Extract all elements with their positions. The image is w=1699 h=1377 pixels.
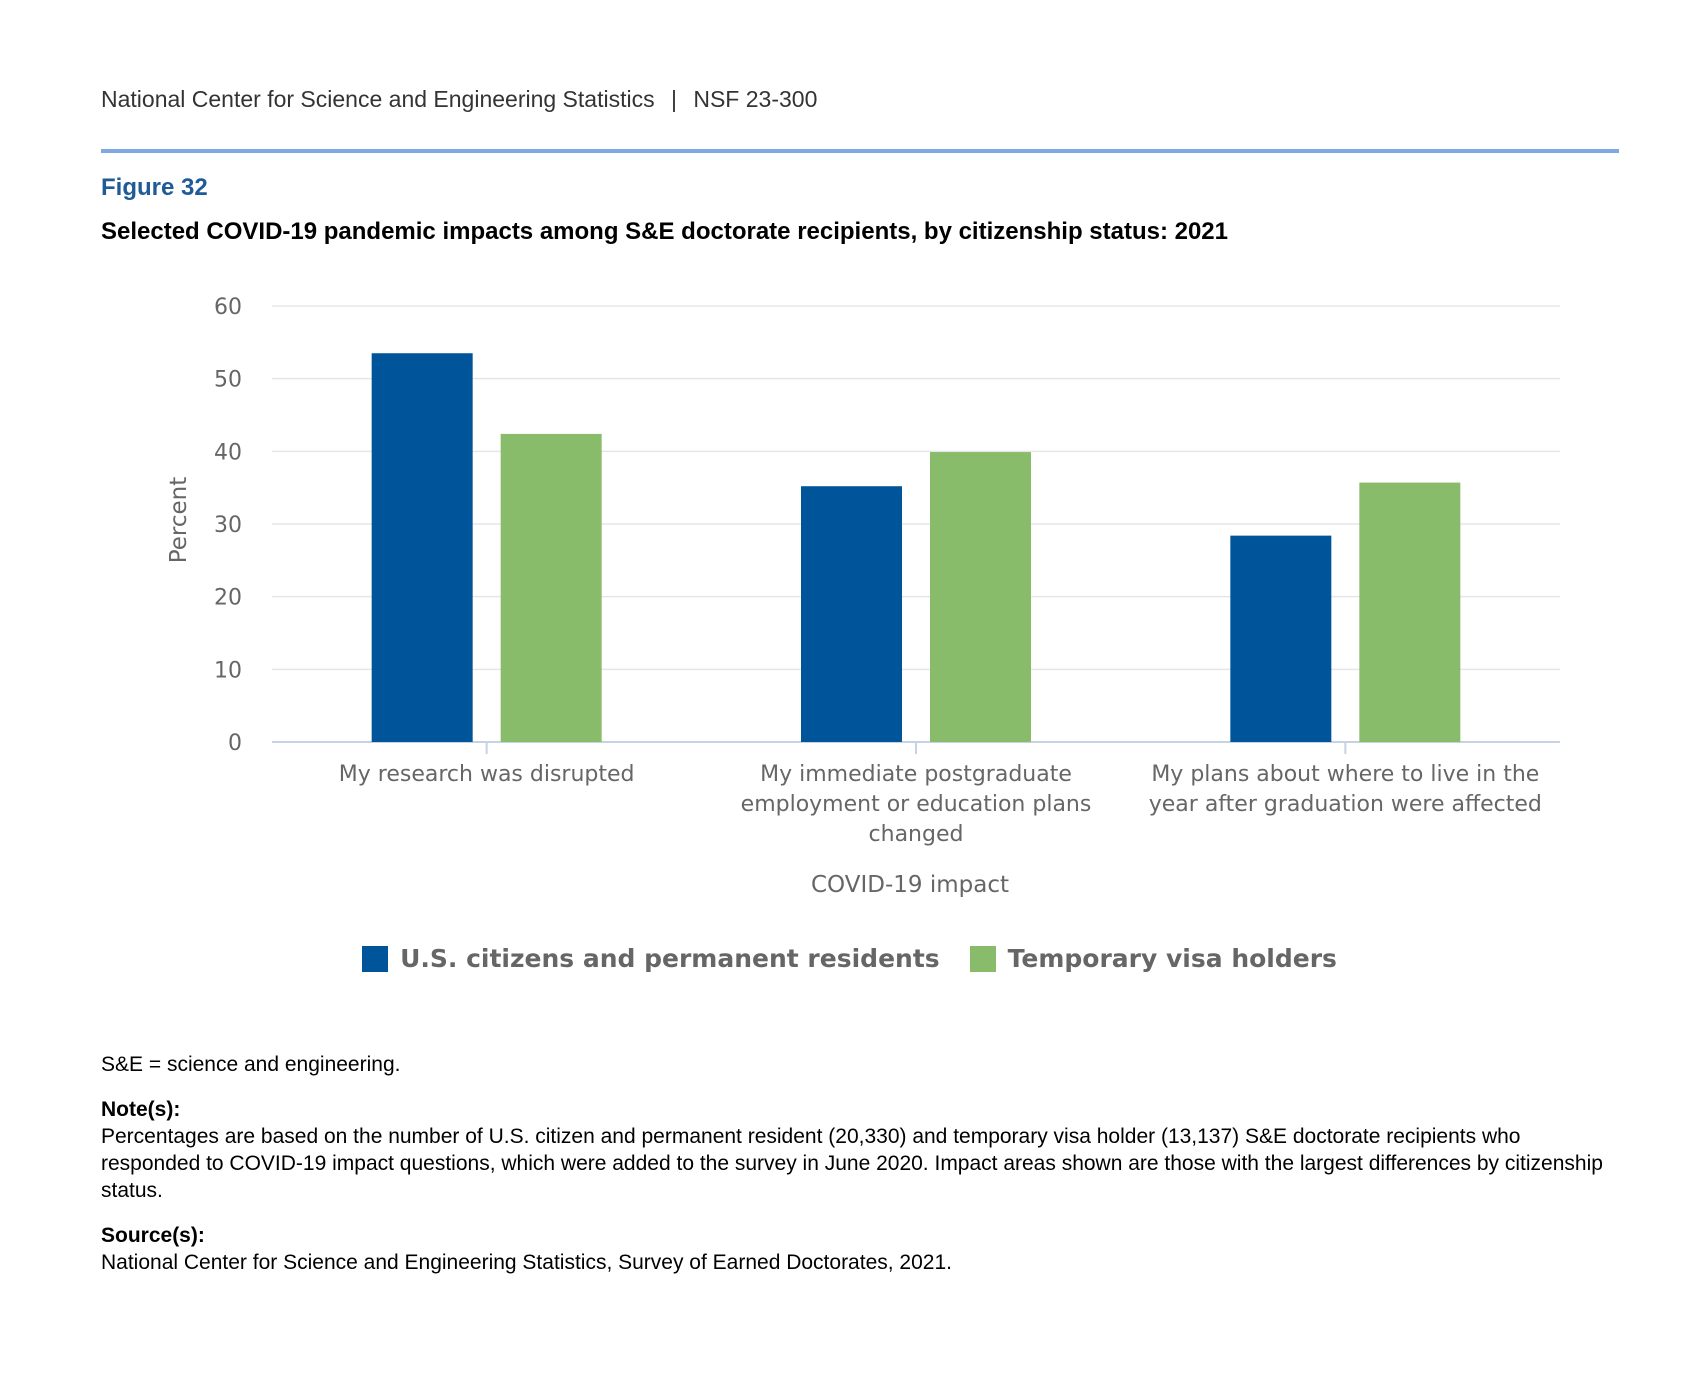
y-tick-label: 50	[214, 368, 242, 393]
note-text: Percentages are based on the number of U…	[101, 1125, 1603, 1202]
legend-label-temporary-visa: Temporary visa holders	[1007, 944, 1337, 973]
y-tick-label: 30	[214, 513, 242, 538]
bar-temporary-visa	[930, 452, 1031, 742]
bars	[371, 353, 1461, 742]
x-tick-label: employment or education plans	[741, 792, 1092, 817]
header-report-id: NSF 23-300	[693, 86, 818, 112]
x-tick-label: year after graduation were affected	[1149, 792, 1542, 817]
figure-title: Selected COVID-19 pandemic impacts among…	[101, 218, 1229, 245]
y-tick-label: 20	[214, 586, 242, 611]
legend-swatch-us-citizens	[362, 945, 389, 972]
note-heading: Note(s):	[101, 1098, 181, 1121]
y-tick-label: 40	[214, 440, 242, 465]
header-separator: |	[670, 86, 677, 112]
bar-temporary-visa	[1359, 482, 1461, 742]
y-tick-label: 10	[214, 658, 242, 683]
bar-temporary-visa	[500, 433, 602, 742]
legend-label-us-citizens: U.S. citizens and permanent residents	[400, 944, 940, 973]
x-tick-label: My plans about where to live in the	[1151, 762, 1539, 787]
y-tick-labels: 0 10 20 30 40 50 60	[214, 295, 242, 756]
x-axis-label: COVID-19 impact	[811, 872, 1009, 898]
x-tick-label: My immediate postgraduate	[760, 762, 1072, 787]
bar-us-citizens	[1230, 535, 1332, 742]
source-text: National Center for Science and Engineer…	[101, 1251, 952, 1274]
y-tick-label: 60	[214, 295, 242, 320]
header-org: National Center for Science and Engineer…	[101, 86, 655, 112]
footnotes: S&E = science and engineering. Note(s): …	[101, 1051, 1621, 1276]
bar-us-citizens	[371, 353, 473, 742]
abbreviation-note: S&E = science and engineering.	[101, 1053, 401, 1076]
header-rule	[101, 149, 1619, 153]
legend-swatch-temporary-visa	[969, 945, 996, 972]
legend-item-us-citizens: U.S. citizens and permanent residents	[362, 944, 940, 973]
source-heading: Source(s):	[101, 1224, 205, 1247]
figure-label: Figure 32	[101, 174, 208, 201]
x-tick-label: changed	[869, 822, 964, 847]
x-tick-label: My research was disrupted	[339, 762, 635, 787]
y-tick-label: 0	[228, 731, 242, 756]
y-axis-label: Percent	[166, 477, 192, 564]
report-header: National Center for Science and Engineer…	[101, 86, 817, 113]
chart-legend: U.S. citizens and permanent residents Te…	[0, 944, 1699, 973]
x-tick-labels: My research was disrupted My immediate po…	[339, 742, 1542, 847]
bar-us-citizens	[801, 486, 902, 742]
legend-item-temporary-visa: Temporary visa holders	[969, 944, 1337, 973]
